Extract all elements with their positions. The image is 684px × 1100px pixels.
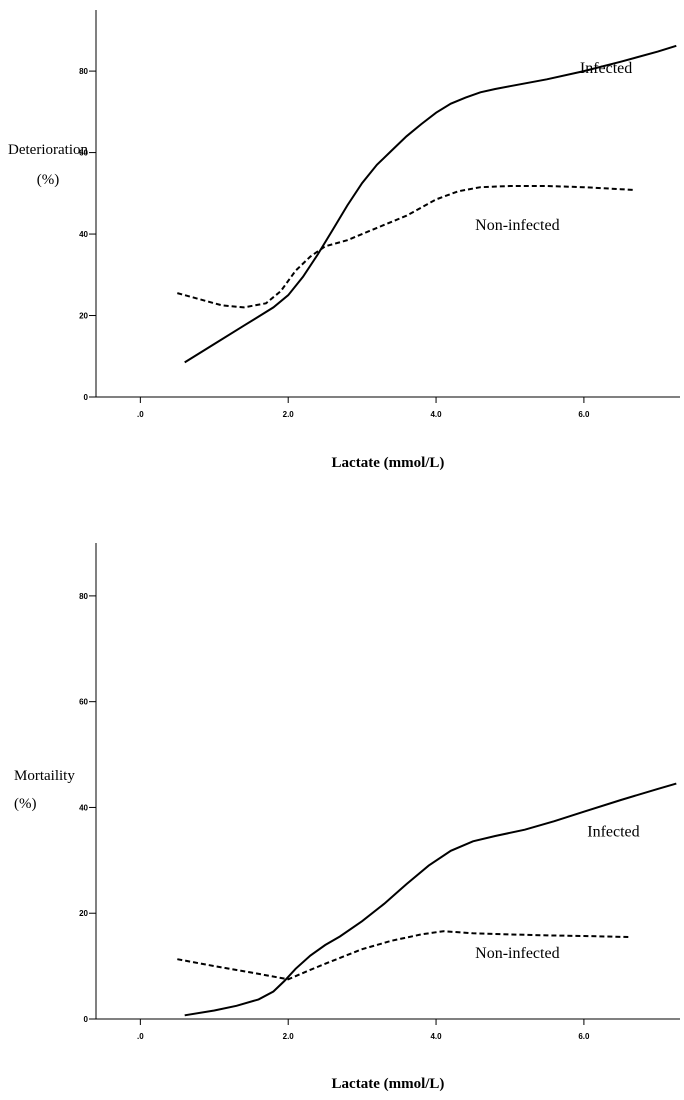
panel1-series-infected-line	[184, 44, 677, 364]
panel2-y-axis-title-line: Mortaility	[14, 768, 75, 784]
panel1-x-tick-label: 4.0	[430, 410, 442, 419]
panel1-series-label: Infected	[580, 60, 632, 77]
panel1-y-tick-label: 20	[79, 312, 88, 321]
panel2-series-infected-line	[184, 782, 677, 1017]
panel2-x-tick-label: 4.0	[430, 1032, 442, 1041]
panel2-x-tick-label: 6.0	[578, 1032, 590, 1041]
panel1-x-tick-label: 6.0	[578, 410, 590, 419]
panel2-series-non-infected-line	[177, 930, 629, 981]
panel2-x-tick-label: 2.0	[283, 1032, 295, 1041]
panel2-y-tick-label: 60	[79, 698, 88, 707]
panel1-series-label: Non-infected	[475, 217, 559, 234]
panel1-y-tick-label: 40	[79, 230, 88, 239]
panel2-x-axis-title: Lactate (mmol/L)	[332, 1076, 445, 1092]
panel1-x-axis-title: Lactate (mmol/L)	[332, 455, 445, 471]
panel1-x-tick-label: .0	[137, 410, 144, 419]
panel1-y-axis-title-line: Deterioration	[8, 142, 88, 158]
panel1-y-axis-title-line: (%)	[37, 172, 60, 188]
panel2-series-label: Non-infected	[475, 945, 559, 962]
panel1-y-tick-label: 80	[79, 67, 88, 76]
panel1-series-non-infected-line	[177, 185, 636, 309]
panel1-y-tick-label: 0	[84, 393, 89, 402]
panel2-x-tick-label: .0	[137, 1032, 144, 1041]
panel2-y-tick-label: 40	[79, 803, 88, 812]
panel1-y-tick-label: 60	[79, 149, 88, 158]
panel2-series-label: Infected	[587, 824, 639, 841]
panel2-y-tick-label: 20	[79, 909, 88, 918]
panel2-y-tick-label: 0	[84, 1015, 89, 1024]
panel1-x-tick-label: 2.0	[283, 410, 295, 419]
panel2-y-axis-title-line: (%)	[14, 796, 37, 812]
panel2-y-tick-label: 80	[79, 592, 88, 601]
